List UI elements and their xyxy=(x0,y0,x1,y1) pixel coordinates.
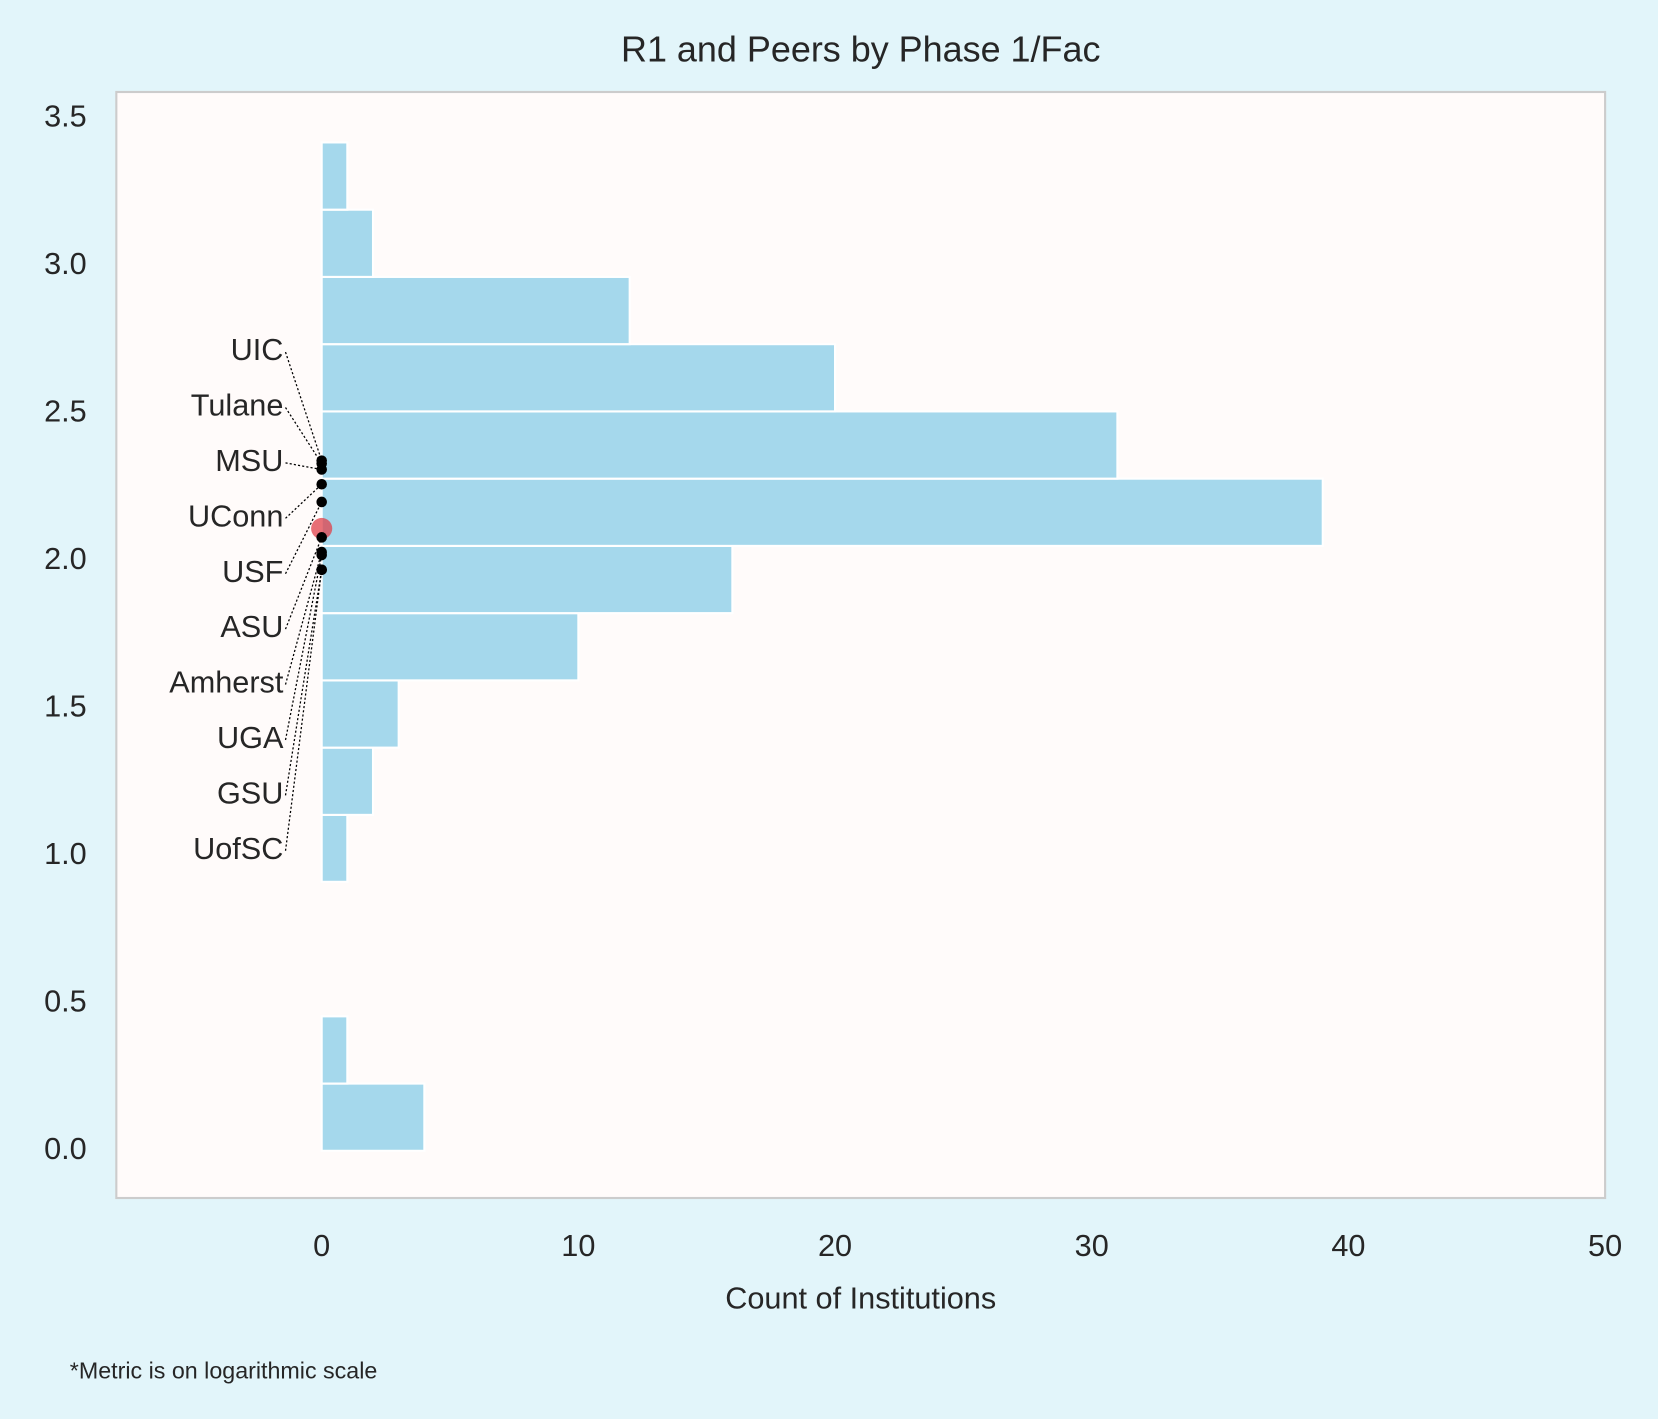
chart-title: R1 and Peers by Phase 1/Fac xyxy=(621,28,1100,69)
leader-line xyxy=(284,569,323,796)
x-tick-label: 50 xyxy=(1588,1229,1622,1263)
peer-label: UIC xyxy=(231,333,284,367)
peer-label: Tulane xyxy=(191,389,284,423)
peer-label: USF xyxy=(222,555,283,589)
leader-line xyxy=(285,462,322,471)
bar xyxy=(320,679,400,749)
leader-line xyxy=(284,501,323,575)
peer-label: GSU xyxy=(217,776,283,810)
bar xyxy=(320,612,580,682)
x-tick-label: 30 xyxy=(1075,1229,1109,1263)
bar xyxy=(320,275,631,346)
peer-label: UConn xyxy=(188,499,283,533)
highlight-point xyxy=(311,517,333,540)
peer-point xyxy=(316,478,327,490)
bar xyxy=(320,544,734,615)
leader-line xyxy=(284,569,323,851)
leader-line xyxy=(284,537,323,630)
y-tick-label: 2.5 xyxy=(44,395,87,429)
peer-label: UofSC xyxy=(193,832,283,866)
peer-label: MSU xyxy=(215,444,283,478)
footnote: *Metric is on logarithmic scale xyxy=(70,1358,378,1384)
peer-point xyxy=(316,464,327,475)
y-tick-label: 3.5 xyxy=(44,100,87,134)
y-tick-label: 0.0 xyxy=(44,1132,87,1166)
x-tick-label: 0 xyxy=(313,1229,330,1263)
bar xyxy=(320,1015,349,1085)
peer-point xyxy=(316,549,327,561)
x-tick-label: 10 xyxy=(561,1229,595,1263)
bar xyxy=(320,141,349,211)
bar xyxy=(320,343,837,413)
y-tick-label: 0.5 xyxy=(44,984,87,1018)
y-tick-label: 3.0 xyxy=(44,247,87,281)
peer-label: Amherst xyxy=(169,666,284,700)
peer-point xyxy=(316,564,327,576)
y-tick-label: 2.0 xyxy=(44,542,87,576)
bar xyxy=(320,477,1324,547)
peer-label: ASU xyxy=(220,610,283,644)
bar xyxy=(320,410,1119,480)
peer-label: UGA xyxy=(217,721,284,755)
leader-line xyxy=(284,554,323,741)
bar xyxy=(320,208,375,278)
peer-point xyxy=(316,496,327,508)
bar xyxy=(320,746,375,816)
leader-line xyxy=(284,551,323,685)
x-tick-label: 40 xyxy=(1331,1229,1365,1263)
bar xyxy=(320,1082,426,1152)
leader-line xyxy=(284,407,323,464)
peer-point xyxy=(316,532,327,543)
y-tick-label: 1.0 xyxy=(44,837,87,871)
x-axis-label: Count of Institutions xyxy=(725,1282,996,1316)
x-tick-label: 20 xyxy=(818,1229,852,1263)
y-tick-label: 1.5 xyxy=(44,690,87,724)
bar xyxy=(320,813,349,883)
